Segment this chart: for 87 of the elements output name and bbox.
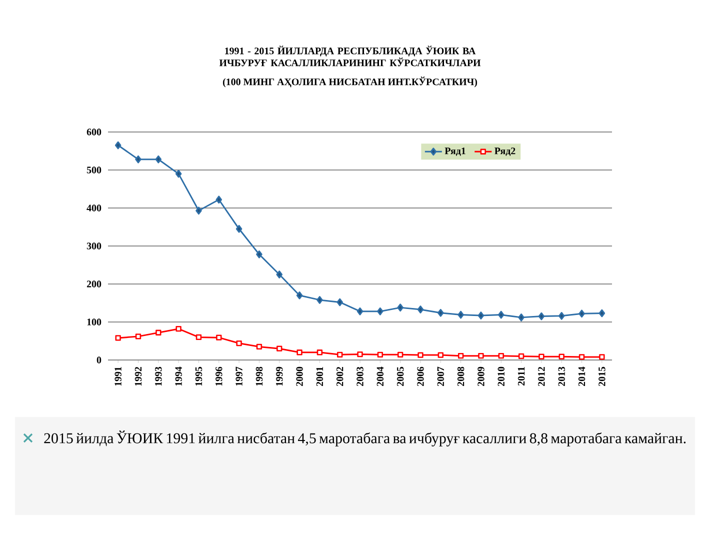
- point: [276, 270, 283, 278]
- point: [337, 352, 343, 358]
- point: [377, 307, 384, 316]
- point: [256, 250, 262, 258]
- point: [478, 352, 484, 359]
- y-tick-label: 500: [86, 166, 102, 174]
- x-tick-label: 1996: [216, 366, 222, 386]
- point: [598, 309, 606, 318]
- point: [538, 354, 544, 360]
- point: [518, 353, 524, 360]
- point: [175, 170, 182, 178]
- point: [196, 206, 202, 215]
- x-tick-label: 2000: [296, 366, 303, 386]
- y-tick-label: 0: [96, 356, 102, 364]
- x-tick-label: 2008: [457, 366, 464, 386]
- point: [114, 141, 122, 150]
- point: [156, 330, 162, 336]
- x-tick-label: 2011: [518, 367, 525, 386]
- point: [458, 352, 464, 359]
- point: [377, 352, 384, 358]
- point: [236, 224, 242, 233]
- x-tick-label: 1991: [114, 367, 122, 386]
- x-tick-label: 2012: [538, 366, 545, 386]
- point: [176, 326, 182, 332]
- point: [276, 346, 282, 352]
- x-tick-label: 1995: [195, 366, 202, 386]
- y-tick-label: 300: [86, 242, 102, 250]
- x-tick-label: 1998: [256, 366, 263, 386]
- point: [578, 310, 585, 318]
- x-tick-label: 2014: [578, 366, 586, 386]
- x-tick-label: 1993: [155, 366, 162, 386]
- point: [538, 312, 545, 320]
- x-tick-label: 2005: [396, 366, 404, 386]
- point: [196, 334, 202, 340]
- point: [397, 304, 404, 312]
- x-tick-label: 2002: [336, 366, 344, 386]
- x-tick-label: 2009: [478, 366, 484, 386]
- legend-label: Ряд1: [444, 148, 466, 156]
- x-tick-label: 2006: [417, 366, 424, 386]
- point: [296, 291, 303, 300]
- point: [498, 310, 504, 319]
- point: [438, 352, 444, 358]
- point: [558, 312, 565, 320]
- point: [438, 308, 444, 317]
- x-tick-label: 2010: [498, 366, 504, 386]
- point: [458, 310, 464, 319]
- y-tick-label: 600: [86, 128, 102, 136]
- point: [296, 350, 302, 356]
- point: [518, 314, 524, 322]
- point: [599, 354, 605, 360]
- point: [216, 334, 222, 340]
- point: [478, 312, 484, 320]
- legend-label: Ряд2: [494, 148, 516, 156]
- point: [256, 344, 262, 350]
- point: [115, 335, 121, 341]
- x-tick-label: 2003: [356, 366, 364, 386]
- y-tick-label: 200: [86, 280, 102, 288]
- point: [135, 334, 142, 340]
- point: [418, 352, 424, 358]
- point: [155, 155, 162, 164]
- chart-title: 1991 - 2015 ЙИЛЛАРДА РЕСПУБЛИКАДА ЎЮИК ВА ИЧБУРУҒ КАСАЛЛИКЛАРИНИНГ КЎРСАТКИЧЛАРИ: [219, 46, 481, 66]
- point: [316, 296, 323, 304]
- point: [558, 354, 564, 360]
- point: [498, 352, 504, 359]
- point: [357, 351, 363, 358]
- x-tick-label: 1992: [134, 366, 142, 386]
- text: 2015 йилда ЎЮИК 1991 йилга нисбатан 4,5 маротабага ва ичбуруғ касаллиги 8,8 маротабага камайган.: [44, 430, 686, 446]
- point: [135, 155, 142, 164]
- chart-subtitle: (100 МИНГ АҲОЛИГА НИСБАТАН ИНТ.КЎРСАТКИЧ): [222, 76, 478, 88]
- point: [397, 352, 404, 358]
- point: [417, 306, 424, 314]
- point: [316, 350, 323, 356]
- x-tick-label: 2007: [437, 366, 444, 386]
- point: [356, 307, 364, 316]
- x-tick-label: 1999: [276, 366, 283, 386]
- point: [578, 354, 585, 360]
- point: [216, 196, 222, 204]
- y-tick-label: 400: [86, 204, 102, 212]
- x-tick-label: 2015: [598, 366, 606, 386]
- x-tick-label: 1997: [236, 366, 242, 386]
- x-tick-label: 2013: [558, 366, 565, 386]
- point: [336, 298, 343, 306]
- point: [236, 340, 242, 346]
- y-tick-label: 100: [87, 318, 102, 326]
- x-tick-label: 2001: [316, 367, 324, 386]
- x-tick-label: 1994: [175, 366, 182, 386]
- x-tick-label: 2004: [376, 366, 384, 386]
